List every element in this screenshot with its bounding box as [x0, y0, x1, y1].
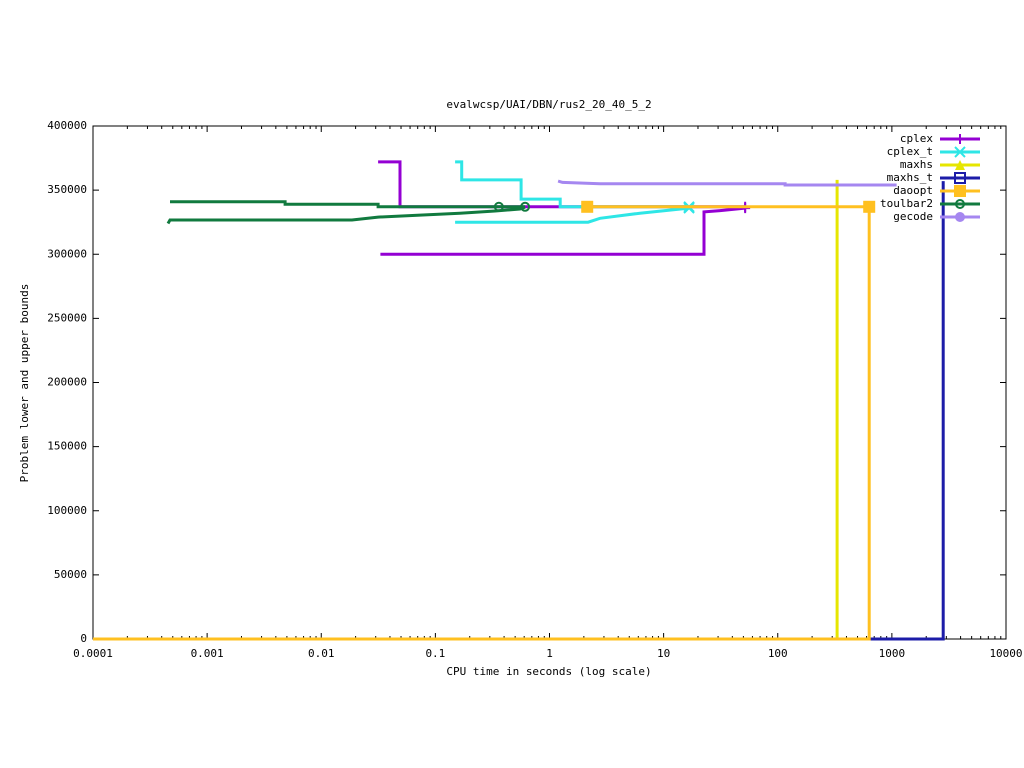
legend-label: maxhs — [900, 158, 933, 171]
x-tick-label: 0.1 — [425, 647, 445, 660]
series-line — [93, 205, 871, 641]
marker — [520, 201, 531, 212]
marker — [863, 200, 876, 213]
x-tick-label: 1000 — [879, 647, 906, 660]
y-tick-label: 50000 — [54, 568, 87, 581]
series-line — [557, 179, 897, 187]
chart-title: evalwcsp/UAI/DBN/rus2_20_40_5_2 — [446, 98, 651, 111]
marker — [955, 160, 965, 170]
series-line — [166, 200, 526, 225]
marker — [955, 212, 965, 222]
marker — [493, 201, 504, 212]
y-tick-label: 300000 — [47, 247, 87, 260]
x-tick-label: 100 — [768, 647, 788, 660]
legend-label: daoopt — [893, 184, 933, 197]
legend-label: maxhs_t — [887, 171, 933, 184]
y-tick-label: 350000 — [47, 183, 87, 196]
marker — [581, 200, 594, 213]
y-tick-label: 250000 — [47, 311, 87, 324]
marker — [954, 172, 966, 184]
legend-label: cplex_t — [887, 145, 933, 158]
x-tick-label: 0.001 — [191, 647, 224, 660]
series-line — [93, 179, 839, 641]
y-tick-label: 0 — [80, 632, 87, 645]
x-tick-label: 0.0001 — [73, 647, 113, 660]
legend-label: gecode — [893, 210, 933, 223]
marker — [955, 199, 965, 209]
series-line — [93, 181, 945, 641]
x-tick-label: 10000 — [989, 647, 1022, 660]
marker — [955, 134, 965, 144]
x-tick-label: 10 — [657, 647, 670, 660]
legend-label: toulbar2 — [880, 197, 933, 210]
y-tick-label: 150000 — [47, 440, 87, 453]
legend-label: cplex — [900, 132, 933, 145]
y-tick-label: 400000 — [47, 119, 87, 132]
series-line — [455, 160, 690, 224]
y-axis-label: Problem lower and upper bounds — [18, 284, 31, 483]
y-tick-label: 200000 — [47, 376, 87, 389]
x-axis-label: CPU time in seconds (log scale) — [446, 665, 651, 678]
marker — [954, 146, 966, 158]
y-tick-label: 100000 — [47, 504, 87, 517]
x-tick-label: 1 — [546, 647, 553, 660]
x-tick-label: 0.01 — [308, 647, 335, 660]
marker — [954, 185, 966, 197]
